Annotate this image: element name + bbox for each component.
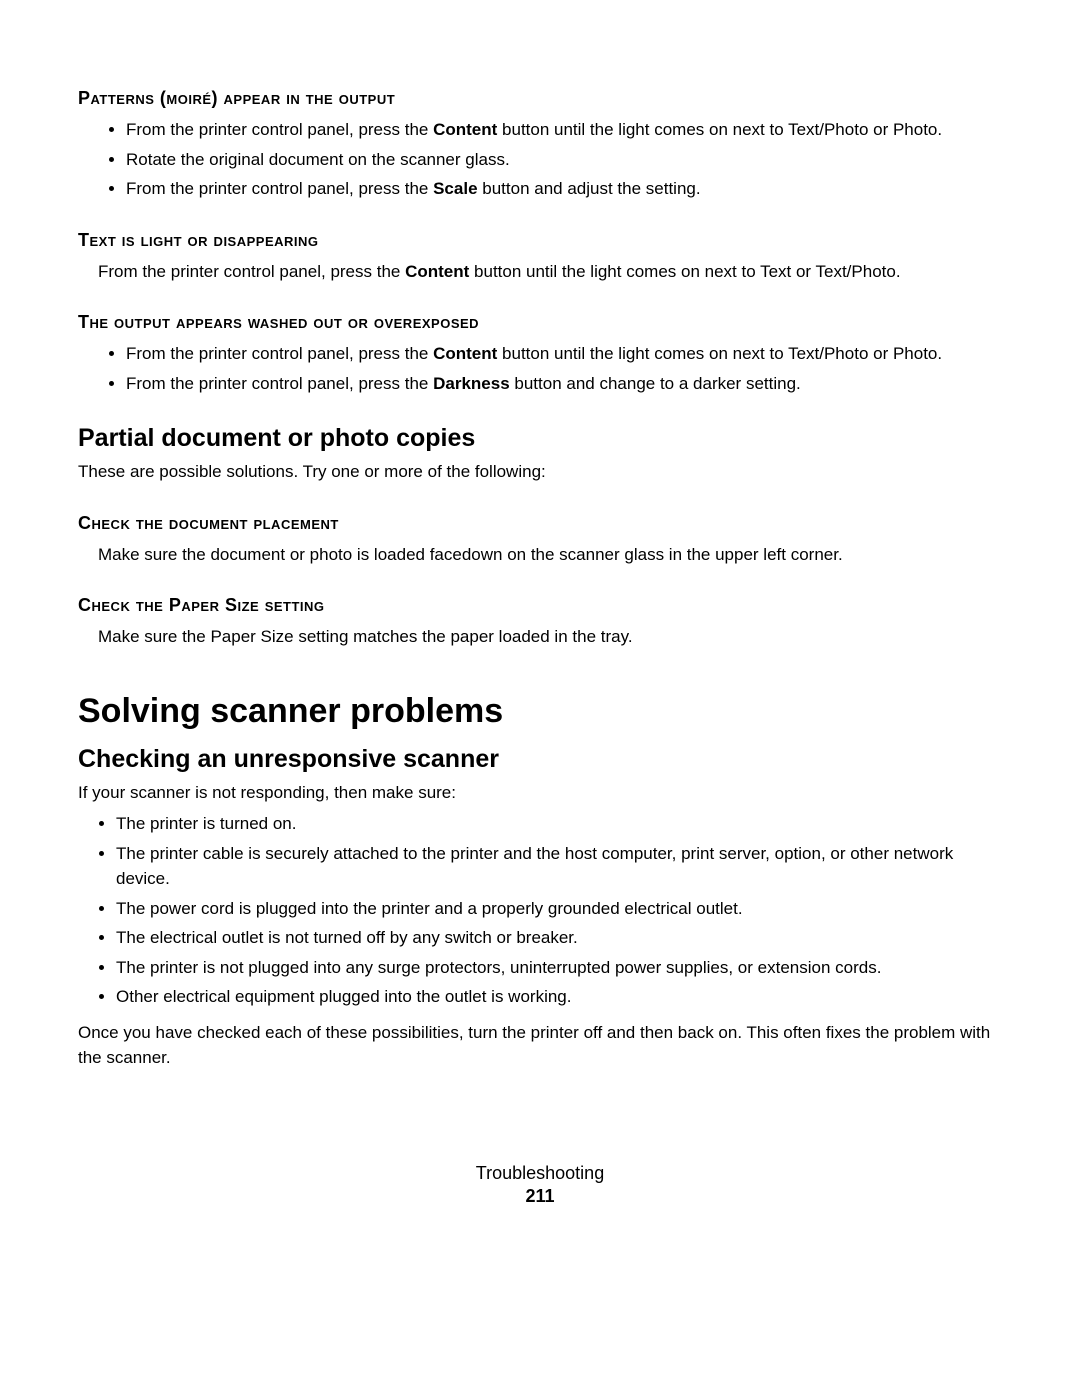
checking-outro: Once you have checked each of these poss… bbox=[78, 1020, 1002, 1071]
heading-washed: The output appears washed out or overexp… bbox=[78, 312, 1002, 333]
heading-placement: Check the document placement bbox=[78, 513, 1002, 534]
heading-moire: Patterns (moiré) appear in the output bbox=[78, 88, 1002, 109]
list-item: Other electrical equipment plugged into … bbox=[116, 984, 1002, 1010]
moire-list: From the printer control panel, press th… bbox=[78, 117, 1002, 202]
washed-list: From the printer control panel, press th… bbox=[78, 341, 1002, 396]
list-item: The electrical outlet is not turned off … bbox=[116, 925, 1002, 951]
list-item: Rotate the original document on the scan… bbox=[126, 147, 1002, 173]
footer-page-number: 211 bbox=[0, 1186, 1080, 1207]
lighttext-para: From the printer control panel, press th… bbox=[98, 259, 1002, 285]
heading-lighttext: Text is light or disappearing bbox=[78, 230, 1002, 251]
list-item: From the printer control panel, press th… bbox=[126, 371, 1002, 397]
list-item: From the printer control panel, press th… bbox=[126, 176, 1002, 202]
checking-list: The printer is turned on. The printer ca… bbox=[78, 811, 1002, 1010]
list-item: The printer is turned on. bbox=[116, 811, 1002, 837]
footer-title: Troubleshooting bbox=[0, 1163, 1080, 1184]
partial-intro: These are possible solutions. Try one or… bbox=[78, 459, 1002, 485]
list-item: From the printer control panel, press th… bbox=[126, 117, 1002, 143]
papersize-text: Make sure the Paper Size setting matches… bbox=[98, 624, 1002, 650]
heading-partial: Partial document or photo copies bbox=[78, 424, 1002, 453]
page-footer: Troubleshooting 211 bbox=[0, 1163, 1080, 1207]
heading-solving: Solving scanner problems bbox=[78, 692, 1002, 731]
list-item: From the printer control panel, press th… bbox=[126, 341, 1002, 367]
checking-intro: If your scanner is not responding, then … bbox=[78, 780, 1002, 806]
list-item: The printer cable is securely attached t… bbox=[116, 841, 1002, 892]
placement-text: Make sure the document or photo is loade… bbox=[98, 542, 1002, 568]
heading-papersize: Check the Paper Size setting bbox=[78, 595, 1002, 616]
heading-checking: Checking an unresponsive scanner bbox=[78, 745, 1002, 774]
list-item: The power cord is plugged into the print… bbox=[116, 896, 1002, 922]
page-content: Patterns (moiré) appear in the output Fr… bbox=[0, 0, 1080, 1071]
list-item: The printer is not plugged into any surg… bbox=[116, 955, 1002, 981]
